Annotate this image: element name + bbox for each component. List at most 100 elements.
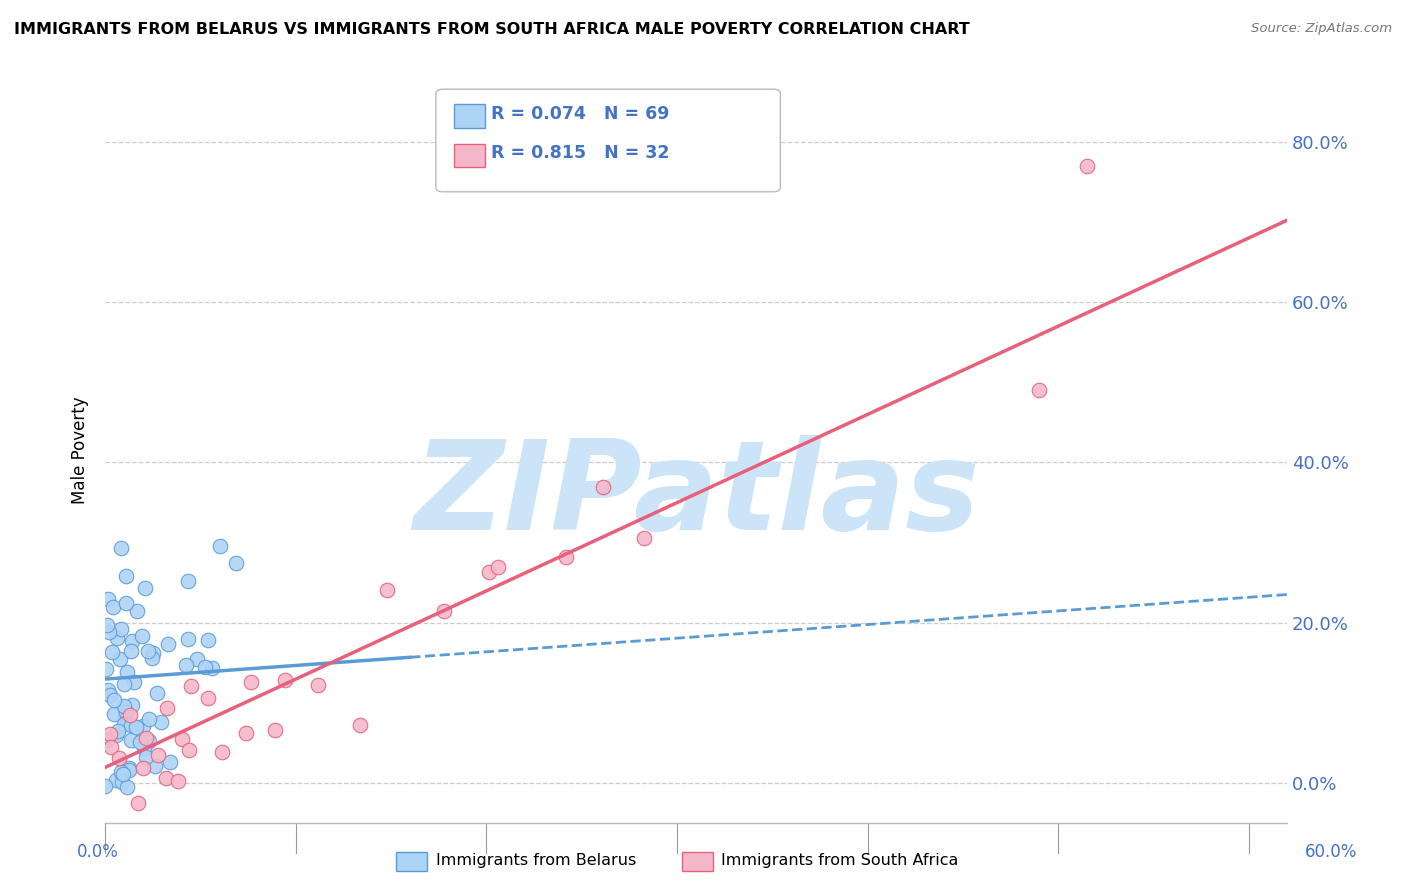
Point [107, 724, 129, 739]
Point [96, 617, 118, 632]
Point [94, 662, 117, 676]
Point [176, 657, 198, 672]
Point [135, 731, 157, 746]
Text: Source: ZipAtlas.com: Source: ZipAtlas.com [1251, 22, 1392, 36]
Point [108, 652, 131, 666]
Text: R = 0.074   N = 69: R = 0.074 N = 69 [491, 105, 669, 123]
Point [177, 743, 200, 757]
Point [97, 625, 120, 640]
Point [121, 633, 143, 648]
Point [128, 797, 150, 811]
Point [112, 698, 135, 713]
Point [554, 550, 576, 565]
Point [96, 824, 118, 838]
Point [135, 749, 157, 764]
Point [186, 652, 208, 666]
Point [132, 718, 155, 732]
Point [155, 771, 177, 785]
Point [124, 674, 146, 689]
Point [110, 622, 132, 636]
Point [194, 660, 217, 674]
Point [101, 645, 124, 659]
Point [209, 539, 232, 553]
Point [111, 775, 134, 789]
Point [633, 532, 655, 546]
Point [110, 541, 132, 556]
Point [97, 591, 120, 606]
Point [146, 686, 169, 700]
Point [134, 581, 156, 595]
Point [100, 739, 122, 754]
Text: Immigrants from Belarus: Immigrants from Belarus [436, 854, 636, 868]
Point [114, 708, 136, 723]
Text: R = 0.815   N = 32: R = 0.815 N = 32 [491, 145, 669, 162]
Point [197, 690, 219, 705]
Point [176, 632, 198, 647]
Point [125, 720, 148, 734]
Point [94, 779, 117, 793]
Point [211, 745, 233, 759]
Text: IMMIGRANTS FROM BELARUS VS IMMIGRANTS FROM SOUTH AFRICA MALE POVERTY CORRELATION: IMMIGRANTS FROM BELARUS VS IMMIGRANTS FR… [14, 22, 970, 37]
Point [486, 560, 509, 574]
Point [156, 637, 179, 651]
Text: Immigrants from South Africa: Immigrants from South Africa [721, 854, 959, 868]
Point [118, 763, 141, 777]
Point [112, 677, 135, 691]
Point [170, 731, 193, 746]
Point [197, 633, 219, 648]
Point [103, 693, 125, 707]
Point [131, 629, 153, 643]
Point [103, 706, 125, 721]
Point [146, 747, 169, 762]
Point [134, 740, 156, 755]
Point [128, 735, 150, 749]
Point [121, 698, 143, 712]
Point [118, 761, 141, 775]
Point [112, 767, 135, 781]
Point [141, 651, 163, 665]
Point [97, 683, 120, 698]
Point [180, 680, 202, 694]
Point [107, 824, 129, 838]
Point [104, 773, 127, 788]
Point [120, 717, 142, 731]
Point [101, 599, 124, 614]
Point [98, 689, 121, 703]
Point [120, 644, 142, 658]
Point [103, 824, 125, 838]
Point [349, 717, 371, 731]
Point [115, 569, 138, 583]
Point [117, 780, 139, 794]
Point [138, 712, 160, 726]
Point [138, 734, 160, 748]
Point [1028, 384, 1050, 398]
Point [96, 733, 118, 747]
Point [118, 707, 141, 722]
Point [201, 661, 224, 675]
Point [105, 728, 128, 742]
Point [145, 758, 167, 772]
Point [105, 631, 128, 645]
Point [1076, 159, 1098, 173]
Point [264, 723, 287, 738]
Point [112, 717, 135, 731]
Point [273, 673, 295, 687]
Point [156, 701, 179, 715]
Text: 0.0%: 0.0% [77, 843, 120, 861]
Point [167, 773, 190, 788]
Point [307, 677, 329, 691]
Point [120, 732, 142, 747]
Point [98, 727, 121, 741]
Point [115, 596, 138, 610]
Point [592, 480, 614, 494]
Point [115, 665, 138, 679]
Point [478, 565, 501, 579]
Point [240, 675, 263, 690]
Point [108, 750, 131, 764]
Point [159, 755, 181, 769]
Point [136, 644, 159, 658]
Point [433, 603, 456, 617]
Point [375, 582, 398, 597]
Point [117, 716, 139, 731]
Y-axis label: Male Poverty: Male Poverty [72, 397, 89, 504]
